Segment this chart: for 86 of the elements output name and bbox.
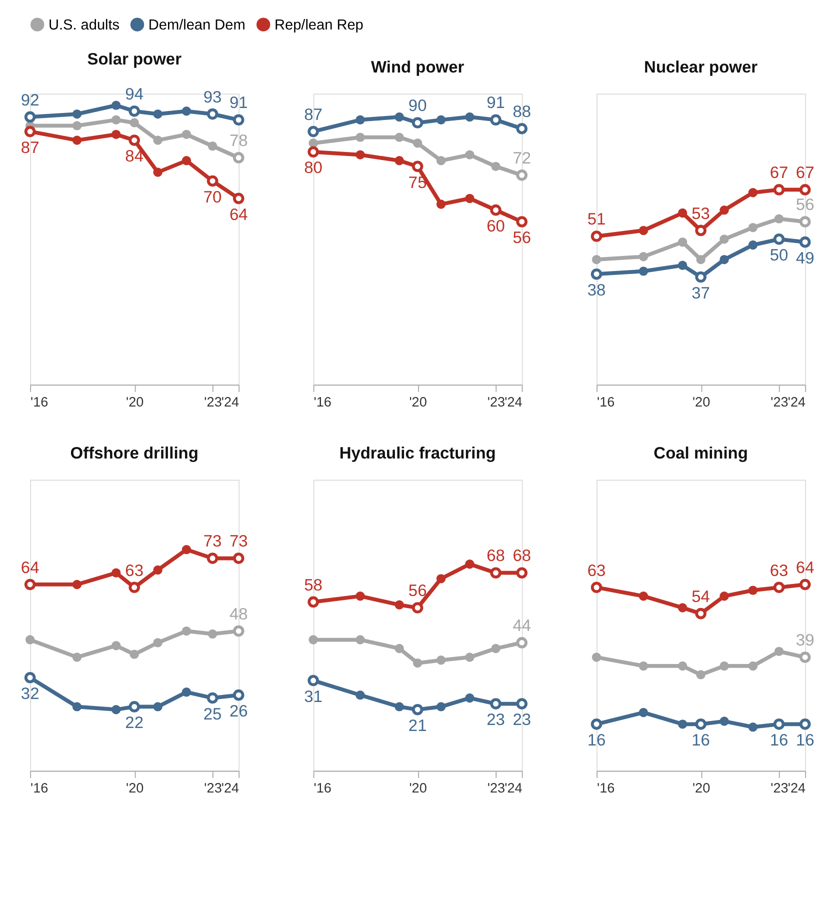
data-label: 67: [770, 164, 788, 182]
data-label: 21: [408, 716, 427, 735]
data-label: 87: [304, 106, 322, 124]
data-label: 70: [203, 188, 222, 206]
x-tick-label: '24: [221, 394, 240, 410]
data-label: 44: [512, 617, 532, 636]
data-label: 72: [512, 150, 532, 168]
x-tick-label: '23: [487, 780, 506, 796]
data-label: 38: [587, 281, 606, 300]
data-label: 32: [20, 684, 40, 703]
x-tick-label: '16: [30, 780, 48, 796]
data-label: 93: [203, 88, 222, 106]
data-label: 49: [796, 249, 814, 268]
data-label: 54: [692, 588, 710, 606]
legend-label: Rep/lean Rep: [274, 17, 364, 34]
data-label: 67: [796, 164, 814, 182]
data-label: 23: [512, 711, 532, 730]
data-label: 68: [512, 547, 532, 566]
data-label: 84: [125, 148, 144, 166]
x-tick-label: '20: [126, 780, 144, 796]
data-label: 64: [20, 558, 40, 577]
data-label: 56: [408, 582, 427, 600]
data-label: 80: [304, 159, 322, 178]
x-tick-label: '23: [770, 394, 788, 410]
data-label: 31: [304, 688, 322, 706]
data-label: 87: [20, 138, 40, 157]
data-label: 16: [692, 732, 710, 750]
x-tick-label: '20: [126, 394, 144, 410]
data-label: 68: [486, 547, 505, 566]
x-tick-label: '16: [314, 780, 332, 796]
data-label: 56: [796, 196, 814, 214]
data-label: 88: [512, 102, 532, 121]
x-tick-label: '16: [314, 394, 332, 410]
data-label: 16: [796, 732, 814, 750]
x-tick-label: '24: [504, 780, 523, 796]
data-label: 60: [486, 217, 505, 236]
data-label: 22: [125, 714, 144, 732]
x-tick-label: '16: [597, 780, 615, 796]
legend-label: Dem/lean Dem: [148, 17, 246, 34]
data-label: 51: [587, 210, 606, 229]
chart-title: Offshore drilling: [70, 444, 198, 462]
data-label: 90: [408, 97, 427, 116]
chart-title: Hydraulic fracturing: [339, 444, 496, 462]
data-label: 64: [796, 558, 814, 577]
data-label: 23: [486, 711, 505, 730]
x-tick-label: '20: [409, 394, 428, 410]
data-label: 50: [770, 246, 788, 265]
x-tick-label: '24: [504, 394, 523, 410]
legend-label: U.S. adults: [48, 17, 120, 34]
x-tick-label: '23: [487, 394, 506, 410]
data-label: 25: [203, 705, 222, 724]
chart-title: Solar power: [87, 50, 182, 69]
data-label: 48: [229, 605, 248, 624]
data-label: 73: [229, 532, 248, 551]
chart-title: Nuclear power: [644, 58, 758, 76]
data-label: 16: [587, 732, 606, 750]
data-label: 92: [20, 91, 40, 110]
data-label: 63: [770, 562, 788, 580]
data-label: 39: [796, 632, 814, 650]
x-tick-label: '16: [597, 394, 615, 410]
x-tick-label: '23: [204, 394, 222, 410]
data-label: 37: [692, 284, 710, 302]
chart-title: Coal mining: [654, 444, 748, 462]
x-tick-label: '20: [692, 394, 711, 410]
x-tick-label: '23: [770, 780, 788, 796]
data-label: 53: [692, 204, 710, 223]
data-label: 73: [203, 532, 222, 551]
data-label: 16: [770, 732, 788, 750]
x-tick-label: '24: [221, 780, 240, 796]
chart-title: Wind power: [370, 58, 465, 76]
data-label: 94: [125, 86, 144, 104]
x-tick-label: '24: [788, 394, 806, 410]
data-label: 78: [229, 132, 248, 150]
x-tick-label: '16: [30, 394, 48, 410]
data-label: 56: [512, 229, 532, 248]
data-label: 91: [486, 94, 505, 112]
data-label: 64: [229, 206, 248, 224]
data-label: 26: [229, 702, 248, 720]
x-tick-label: '24: [788, 780, 806, 796]
data-label: 63: [587, 562, 606, 580]
x-tick-label: '23: [204, 780, 222, 796]
x-tick-label: '20: [409, 780, 428, 796]
data-label: 91: [229, 94, 248, 112]
data-label: 58: [304, 576, 322, 594]
x-tick-label: '20: [692, 780, 711, 796]
data-label: 63: [125, 562, 144, 580]
